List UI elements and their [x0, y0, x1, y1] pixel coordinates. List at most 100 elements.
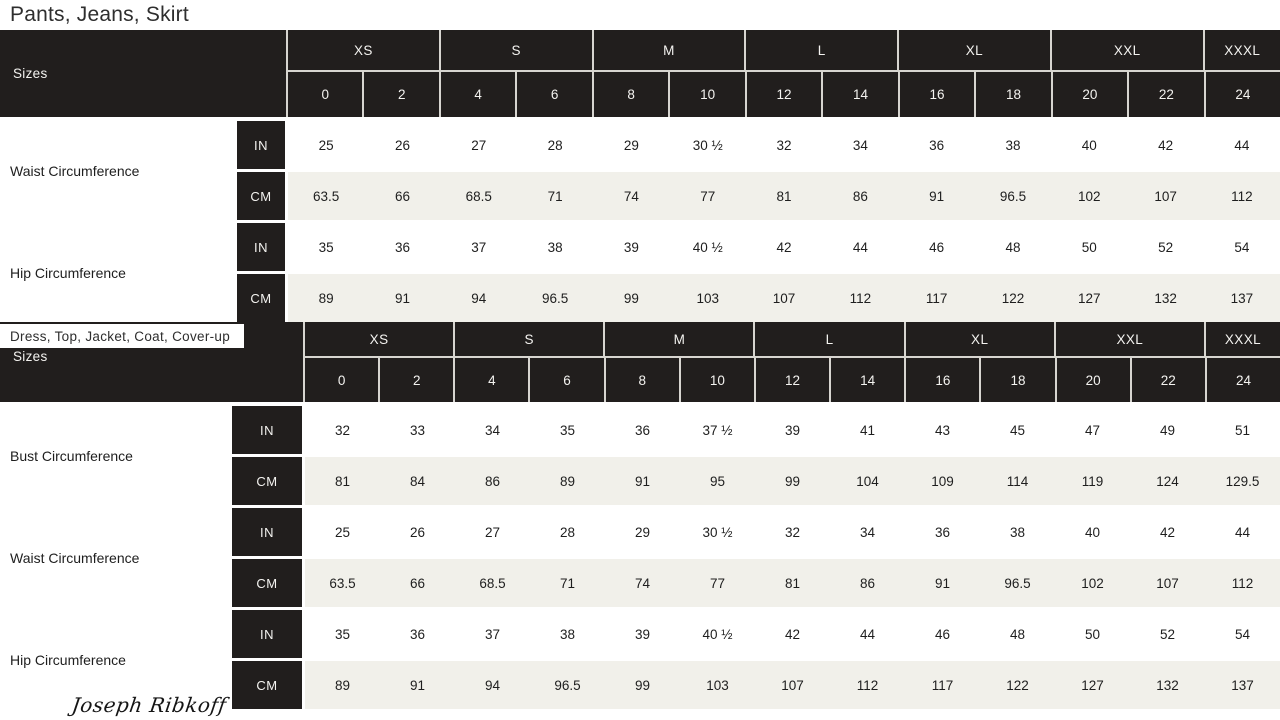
measurement-rows: IN 35 36 37 38 39 40 ½ 42 44 46 48 50 52 54 CM 89 91 94 96… [232, 610, 1280, 709]
measurements-body: Bust Circumference IN 32 33 34 35 36 37 ½ 39 41 43… [0, 406, 1280, 709]
size-value-cell: 94 [484, 677, 501, 693]
measurement-rows: IN 25 26 27 28 29 30 ½ 32 34 36 38 40 42 44 CM 63.5 66 68… [237, 121, 1280, 220]
size-value-cell: 42 [776, 239, 792, 255]
size-value-cell: 74 [623, 188, 639, 204]
size-group-cell-l: L [746, 30, 900, 70]
size-value-cell: 96.5 [541, 290, 569, 306]
size-value-cell: 26 [409, 524, 426, 540]
size-number-cell-2: 2 [364, 72, 441, 117]
size-value-cell: 119 [1081, 473, 1104, 489]
size-value-cell: 103 [706, 677, 729, 693]
size-value-cell: 52 [1158, 239, 1174, 255]
measurement-row-cm: CM 81 84 86 89 91 95 99 104 109 114 119 124 129.5 [232, 457, 1280, 505]
size-value-cell: 38 [1005, 137, 1021, 153]
size-value-cell: 112 [849, 290, 872, 306]
size-value-cell: 91 [929, 188, 945, 204]
size-value-cell: 38 [547, 239, 563, 255]
size-value-cell: 26 [394, 137, 410, 153]
size-group-row: XS S M L XL XXL XXXL [305, 322, 1280, 356]
size-value-cell: 28 [547, 137, 563, 153]
measurement-row-in: IN 32 33 34 35 36 37 ½ 39 41 43 45 47 49 51 [232, 406, 1280, 454]
size-number-cell-8: 8 [594, 72, 671, 117]
size-value-cell: 91 [934, 575, 951, 591]
table-title-pants-jeans-skirt: Pants, Jeans, Skirt [10, 3, 189, 26]
size-value-cell: 99 [634, 677, 651, 693]
measurement-rows: IN 35 36 37 38 39 40 ½ 42 44 46 48 50 52 54 CM 89 91 94 96… [237, 223, 1280, 322]
size-value-cell: 36 [634, 422, 651, 438]
size-number-cell-4: 4 [441, 72, 518, 117]
size-number-cell-2: 2 [380, 358, 456, 402]
value-row: 25 26 27 28 29 30 ½ 32 34 36 38 40 42 44 [288, 121, 1280, 169]
size-value-cell: 51 [1234, 422, 1251, 438]
sizes-header-cell: Sizes [0, 30, 288, 117]
size-value-cell: 96.5 [554, 677, 581, 693]
size-number-cell-10: 10 [681, 358, 756, 402]
size-value-cell: 99 [784, 473, 801, 489]
size-value-cell: 46 [929, 239, 945, 255]
size-value-cell: 117 [931, 677, 954, 693]
measurement-waist-circumference: Waist Circumference IN 25 26 27 28 29 30 ½ 32 34 3… [0, 508, 1280, 607]
size-value-cell: 35 [334, 626, 351, 642]
size-value-cell: 74 [634, 575, 651, 591]
size-value-cell: 45 [1009, 422, 1026, 438]
size-value-cell: 99 [623, 290, 639, 306]
size-value-cell: 91 [634, 473, 651, 489]
size-table-dress-top-jacket-coat-coverup: Dress, Top, Jacket, Coat, Cover-up Sizes… [0, 322, 1280, 709]
measurements-body: Waist Circumference IN 25 26 27 28 29 30 ½ 32 34 3… [0, 121, 1280, 322]
size-value-cell: 34 [859, 524, 876, 540]
value-row: 63.5 66 68.5 71 74 77 81 86 91 96.5 102 107 112 [305, 559, 1280, 607]
size-value-cell: 38 [1009, 524, 1026, 540]
size-value-cell: 42 [784, 626, 801, 642]
measurement-hip-circumference: Hip Circumference IN 35 36 37 38 39 40 ½ 42 44 46 4… [0, 610, 1280, 709]
size-number-cell-16: 16 [906, 358, 982, 402]
size-value-cell: 54 [1234, 239, 1250, 255]
size-value-cell: 34 [852, 137, 868, 153]
size-value-cell: 37 ½ [702, 422, 733, 438]
measurement-rows: IN 25 26 27 28 29 30 ½ 32 34 36 38 40 42 44 CM 63.5 66 68… [232, 508, 1280, 607]
unit-cell-in: IN [232, 406, 305, 454]
size-value-cell: 107 [781, 677, 804, 693]
brand-logo: Joseph Ribkoff [70, 693, 229, 717]
size-value-cell: 37 [471, 239, 487, 255]
size-group-cell-xl: XL [899, 30, 1052, 70]
size-value-cell: 40 ½ [692, 239, 723, 255]
size-value-cell: 77 [709, 575, 726, 591]
size-group-row: XS S M L XL XXL XXXL [288, 30, 1280, 70]
value-row: 32 33 34 35 36 37 ½ 39 41 43 45 47 49 51 [305, 406, 1280, 454]
size-value-cell: 50 [1084, 626, 1101, 642]
size-value-cell: 91 [394, 290, 410, 306]
size-value-cell: 117 [925, 290, 948, 306]
size-table-pants-jeans-skirt: Sizes XS S M L XL XXL XXXL 0 2 4 6 8 10 12 14 16 18 20 22 24… [0, 30, 1280, 322]
size-number-cell-6: 6 [530, 358, 606, 402]
size-group-cell-s: S [441, 30, 594, 70]
size-value-cell: 81 [334, 473, 351, 489]
size-value-cell: 63.5 [329, 575, 356, 591]
size-value-cell: 44 [1234, 524, 1251, 540]
size-value-cell: 107 [1154, 188, 1177, 204]
size-number-cell-16: 16 [900, 72, 977, 117]
size-value-cell: 137 [1231, 677, 1254, 693]
unit-cell-in: IN [232, 508, 305, 556]
size-value-cell: 122 [1001, 290, 1025, 306]
size-value-cell: 124 [1156, 473, 1179, 489]
size-number-cell-6: 6 [517, 72, 594, 117]
size-group-cell-xxxl: XXXL [1224, 331, 1262, 347]
size-value-cell: 114 [1006, 473, 1029, 489]
value-row: 35 36 37 38 39 40 ½ 42 44 46 48 50 52 54 [305, 610, 1280, 658]
size-value-cell: 29 [634, 524, 651, 540]
value-row: 25 26 27 28 29 30 ½ 32 34 36 38 40 42 44 [305, 508, 1280, 556]
size-value-cell: 48 [1005, 239, 1021, 255]
size-value-cell: 43 [934, 422, 951, 438]
value-row: 89 91 94 96.5 99 103 107 112 117 122 127 132 137 [288, 274, 1280, 322]
size-value-cell: 36 [934, 524, 951, 540]
measurement-label: Hip Circumference [10, 264, 126, 281]
size-number-cell-22: 22 [1129, 72, 1206, 117]
measurement-row-in: IN 35 36 37 38 39 40 ½ 42 44 46 48 50 52 54 [232, 610, 1280, 658]
size-value-cell: 30 ½ [702, 524, 733, 540]
size-value-cell: 95 [709, 473, 726, 489]
size-number-cell-8: 8 [606, 358, 681, 402]
size-value-cell: 122 [1006, 677, 1029, 693]
size-value-cell: 39 [623, 239, 639, 255]
size-value-cell: 127 [1081, 677, 1104, 693]
size-value-cell: 47 [1084, 422, 1101, 438]
